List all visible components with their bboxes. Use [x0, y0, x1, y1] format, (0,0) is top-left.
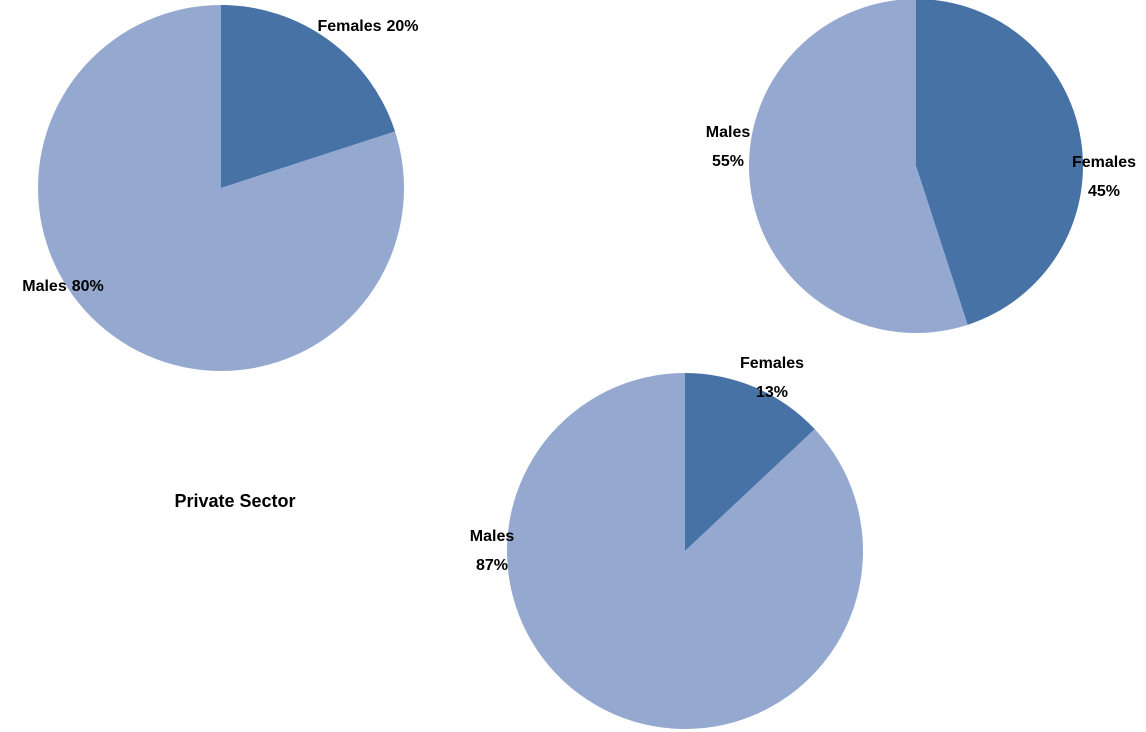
- pie-slice: [749, 0, 968, 333]
- pie-slice: [37, 5, 405, 371]
- label-value: 55%: [712, 153, 744, 170]
- label-category: Females: [1072, 154, 1136, 171]
- label-value: 45%: [1088, 183, 1120, 200]
- data-label: Males 80%: [22, 278, 104, 295]
- pie-slice: [916, 0, 1083, 325]
- label-category: Males: [22, 278, 67, 295]
- label-value: 13%: [756, 384, 788, 401]
- label-value: 87%: [476, 557, 508, 574]
- data-label: Males 87%: [470, 528, 515, 574]
- pie-slice: [507, 373, 863, 730]
- pie-chart: Females 45% Males 55%: [706, 0, 1136, 333]
- label-value: 20%: [387, 18, 419, 35]
- label-value: 80%: [72, 278, 104, 295]
- pie-chart: Females 13% Males 87% Private Sector: [174, 355, 863, 730]
- data-label: Females 13%: [740, 355, 804, 401]
- label-category: Females: [317, 18, 381, 35]
- data-label: Females 45%: [1072, 154, 1136, 200]
- pie-slice: [685, 373, 815, 551]
- label-category: Males: [706, 124, 751, 141]
- pie-slice: [221, 5, 396, 188]
- pie-chart: Females 20% Males 80%: [22, 5, 419, 371]
- chart-title: Private Sector: [174, 491, 295, 511]
- label-category: Females: [740, 355, 804, 372]
- data-label: Males 55%: [706, 124, 751, 170]
- label-category: Males: [470, 528, 515, 545]
- data-label: Females 20%: [317, 18, 418, 35]
